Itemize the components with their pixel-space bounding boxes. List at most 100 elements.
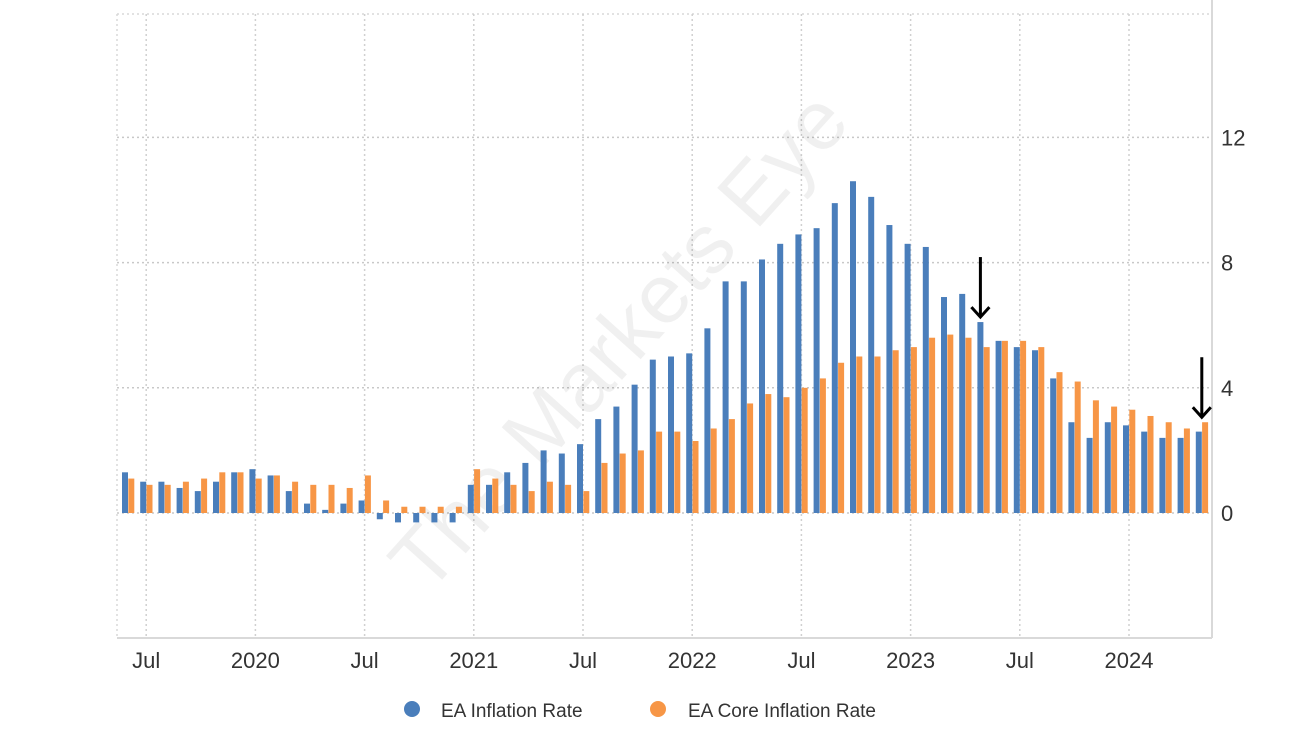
bar-ea-inflation: [704, 328, 711, 513]
bar-ea-core-inflation: [929, 337, 936, 513]
bar-ea-core-inflation: [1001, 340, 1008, 513]
bar-ea-inflation: [777, 243, 784, 513]
bar-ea-inflation: [595, 419, 602, 513]
bar-ea-inflation: [631, 384, 638, 513]
x-tick-label: 2022: [668, 648, 717, 673]
watermark: The Markets Eye: [371, 73, 866, 608]
bar-ea-inflation: [922, 246, 929, 513]
bar-ea-inflation: [267, 475, 274, 513]
y-tick-label: 12: [1221, 125, 1245, 150]
bar-ea-core-inflation: [146, 484, 153, 513]
bar-ea-core-inflation: [364, 475, 371, 513]
bar-ea-inflation: [1104, 422, 1111, 513]
bar-ea-core-inflation: [273, 475, 280, 513]
bar-ea-inflation: [722, 281, 729, 513]
bar-ea-core-inflation: [237, 472, 244, 513]
bar-ea-inflation: [194, 491, 201, 513]
bar-ea-inflation: [486, 484, 492, 513]
bar-ea-core-inflation: [1129, 409, 1136, 513]
bar-ea-core-inflation: [1074, 381, 1081, 513]
bar-ea-inflation: [686, 353, 693, 513]
bar-ea-core-inflation: [710, 428, 717, 513]
bar-ea-inflation: [959, 293, 966, 513]
bar-ea-core-inflation: [255, 478, 262, 513]
bar-ea-inflation: [1050, 378, 1057, 513]
bar-ea-core-inflation: [328, 484, 335, 513]
legend: EA Inflation Rate EA Core Inflation Rate: [404, 701, 876, 722]
grid: [116, 13, 1210, 638]
bar-ea-inflation: [759, 259, 765, 513]
bar-ea-core-inflation: [892, 350, 899, 513]
x-tick-label: Jul: [787, 648, 815, 673]
bar-ea-inflation: [1177, 437, 1184, 513]
bar-ea-core-inflation: [1092, 400, 1099, 513]
bar-ea-core-inflation: [747, 403, 754, 513]
bar-ea-core-inflation: [474, 469, 481, 513]
bar-ea-inflation: [122, 472, 128, 513]
bar-ea-core-inflation: [528, 491, 535, 513]
x-tick-label: 2024: [1105, 648, 1154, 673]
bar-ea-inflation: [231, 472, 238, 513]
bar-ea-inflation: [1013, 347, 1020, 513]
x-tick-label: 2021: [449, 648, 498, 673]
tick-labels: 0 4 8 12 Jul 2020 Jul 2021 Jul 2022 Jul 2023 Jul 2024: [132, 125, 1245, 673]
bar-ea-core-inflation: [1202, 422, 1209, 513]
bar-ea-core-inflation: [219, 472, 226, 513]
bar-ea-inflation: [558, 453, 565, 513]
bar-ea-core-inflation: [838, 362, 845, 513]
bar-ea-core-inflation: [783, 397, 790, 513]
bar-ea-inflation: [668, 356, 674, 513]
bar-ea-core-inflation: [1183, 428, 1190, 513]
bar-ea-inflation: [467, 484, 474, 513]
bar-ea-core-inflation: [1165, 422, 1172, 513]
bar-ea-core-inflation: [601, 462, 608, 513]
bar-ea-inflation: [1159, 437, 1166, 513]
bar-ea-core-inflation: [492, 478, 499, 513]
bar-ea-core-inflation: [401, 506, 408, 513]
legend-marker-ea-inflation: [404, 701, 420, 717]
bar-ea-inflation: [285, 491, 292, 513]
annotations: [970, 257, 1212, 420]
bar-ea-inflation: [813, 228, 820, 514]
bar-ea-core-inflation: [947, 334, 954, 513]
y-tick-label: 4: [1221, 376, 1233, 401]
bar-ea-core-inflation: [182, 481, 189, 513]
bar-ea-core-inflation: [201, 478, 208, 513]
bar-ea-inflation: [376, 513, 383, 520]
bar-ea-inflation: [1123, 425, 1129, 513]
legend-marker-ea-core-inflation: [650, 701, 666, 717]
bar-ea-inflation: [431, 513, 438, 523]
bar-ea-inflation: [1068, 422, 1075, 513]
x-tick-label: 2023: [886, 648, 935, 673]
bar-ea-core-inflation: [965, 337, 972, 513]
bars: [122, 181, 1209, 523]
bar-ea-core-inflation: [692, 441, 699, 513]
bar-ea-inflation: [1086, 437, 1093, 513]
y-tick-label: 8: [1221, 251, 1233, 276]
bar-ea-core-inflation: [128, 478, 135, 513]
bar-ea-inflation: [649, 359, 656, 513]
bar-ea-core-inflation: [674, 431, 681, 513]
bar-ea-inflation: [322, 509, 329, 513]
bar-ea-inflation: [176, 487, 183, 513]
bar-ea-inflation: [795, 234, 802, 513]
bar-ea-inflation: [140, 481, 147, 513]
legend-item-ea-core-inflation[interactable]: EA Core Inflation Rate: [650, 701, 876, 722]
bar-ea-inflation: [831, 203, 838, 513]
bar-ea-inflation: [1195, 431, 1202, 513]
bar-ea-core-inflation: [1147, 415, 1154, 513]
legend-item-ea-inflation[interactable]: EA Inflation Rate: [404, 701, 583, 722]
bar-ea-inflation: [868, 196, 875, 513]
bar-ea-inflation: [977, 322, 984, 513]
bar-ea-core-inflation: [455, 506, 462, 513]
legend-label-ea-inflation: EA Inflation Rate: [441, 701, 583, 722]
bar-ea-core-inflation: [565, 484, 572, 513]
bar-ea-core-inflation: [819, 378, 826, 513]
bar-ea-inflation: [886, 225, 893, 514]
bar-ea-inflation: [740, 281, 747, 513]
bar-ea-inflation: [213, 481, 219, 513]
x-tick-label: Jul: [351, 648, 379, 673]
bar-ea-inflation: [1141, 431, 1148, 513]
bar-ea-inflation: [449, 513, 456, 523]
